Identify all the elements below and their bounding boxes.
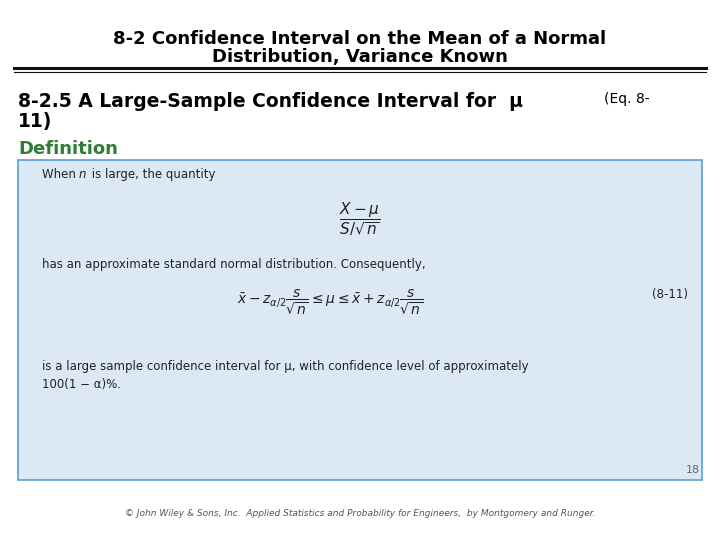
Text: Distribution, Variance Known: Distribution, Variance Known — [212, 48, 508, 66]
Text: (Eq. 8-: (Eq. 8- — [604, 92, 649, 106]
Text: (8-11): (8-11) — [652, 288, 688, 301]
Text: 18: 18 — [686, 465, 700, 475]
Text: © John Wiley & Sons, Inc.  Applied Statistics and Probability for Engineers,  by: © John Wiley & Sons, Inc. Applied Statis… — [125, 509, 595, 518]
Text: is large, the quantity: is large, the quantity — [88, 168, 215, 181]
Text: 100(1 − α)%.: 100(1 − α)%. — [42, 378, 121, 391]
Text: 11): 11) — [18, 112, 53, 131]
Text: is a large sample confidence interval for μ, with confidence level of approximat: is a large sample confidence interval fo… — [42, 360, 528, 373]
Text: Definition: Definition — [18, 140, 118, 158]
Text: When: When — [42, 168, 80, 181]
FancyBboxPatch shape — [18, 160, 702, 480]
Text: $\bar{x} - z_{\alpha/2} \dfrac{s}{\sqrt{n}} \leq \mu \leq \bar{x} + z_{\alpha/2}: $\bar{x} - z_{\alpha/2} \dfrac{s}{\sqrt{… — [237, 288, 423, 317]
Text: 8-2.5 A Large-Sample Confidence Interval for  μ: 8-2.5 A Large-Sample Confidence Interval… — [18, 92, 523, 111]
Text: $\dfrac{X - \mu}{S/\sqrt{n}}$: $\dfrac{X - \mu}{S/\sqrt{n}}$ — [339, 200, 381, 238]
Text: has an approximate standard normal distribution. Consequently,: has an approximate standard normal distr… — [42, 258, 426, 271]
Text: n: n — [79, 168, 86, 181]
Text: 8-2 Confidence Interval on the Mean of a Normal: 8-2 Confidence Interval on the Mean of a… — [114, 30, 606, 48]
